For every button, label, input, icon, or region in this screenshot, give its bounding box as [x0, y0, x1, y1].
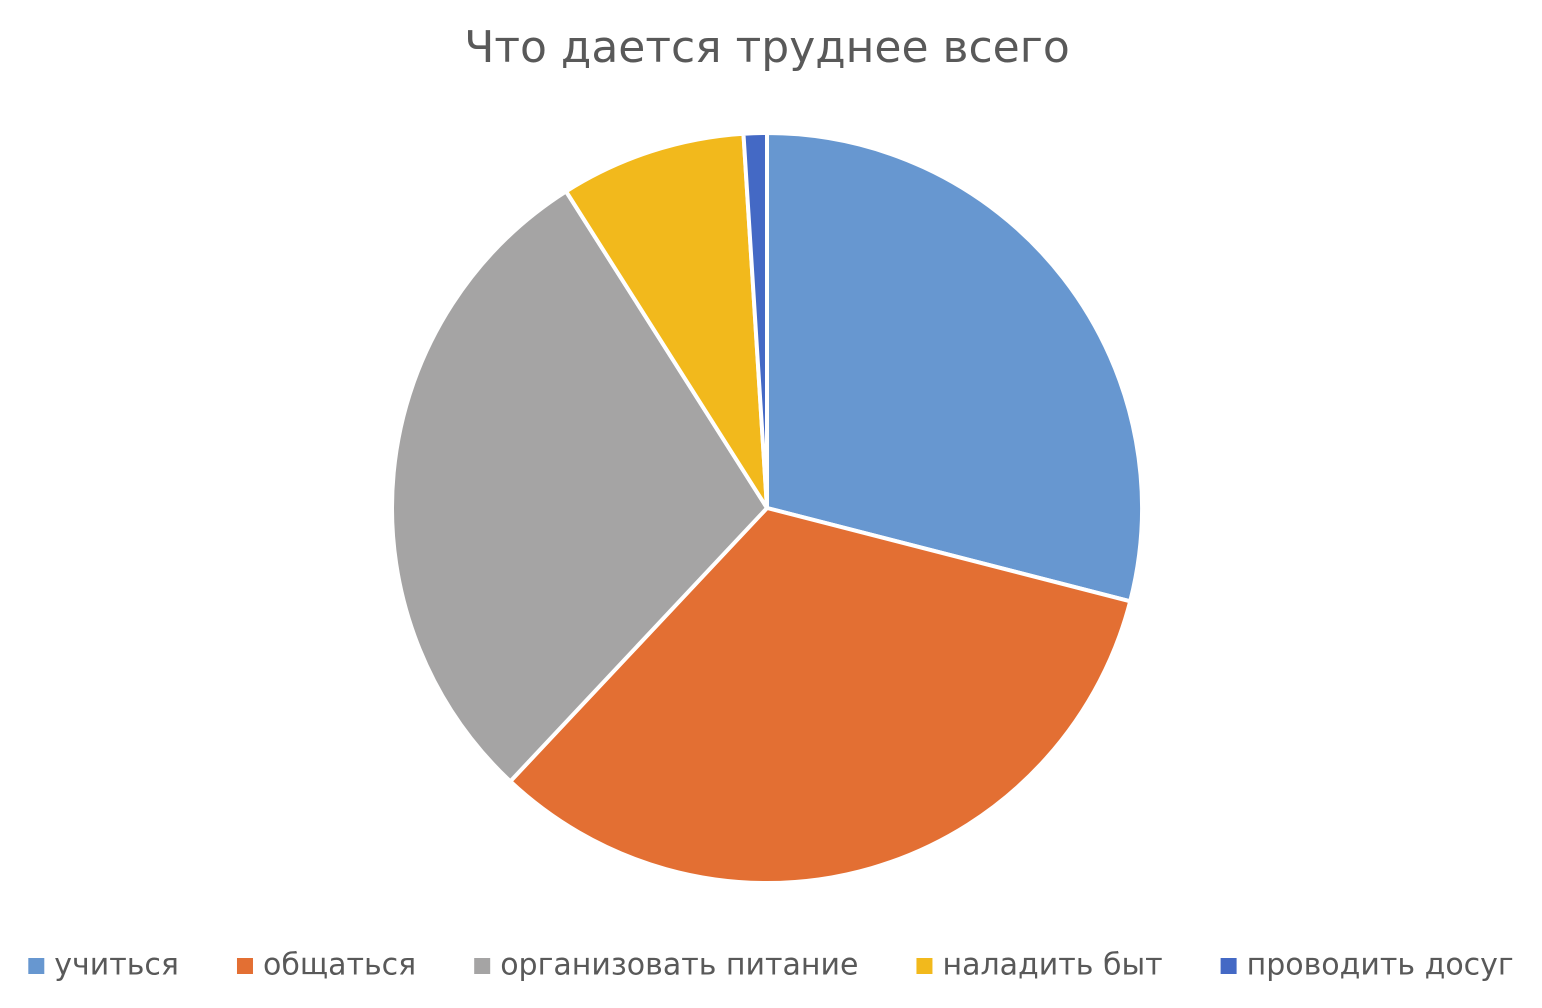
legend-swatch: [1220, 958, 1237, 974]
pie-slice: [765, 131, 1144, 604]
pie-slice: [390, 189, 769, 784]
legend-label: учиться: [54, 948, 179, 983]
chart-title: Что дается труднее всего: [464, 22, 1070, 73]
pie-slice: [741, 131, 769, 510]
pie-slice: [508, 506, 1133, 885]
legend-swatch: [916, 958, 933, 974]
legend-swatch: [28, 958, 45, 974]
pie-slice: [564, 131, 769, 510]
legend-swatch: [474, 958, 491, 974]
legend-label: наладить быт: [942, 948, 1162, 983]
legend-swatch: [236, 958, 253, 974]
legend-label: проводить досуг: [1247, 948, 1514, 983]
legend-label: организовать питание: [500, 948, 858, 983]
legend-label: общаться: [263, 948, 416, 983]
